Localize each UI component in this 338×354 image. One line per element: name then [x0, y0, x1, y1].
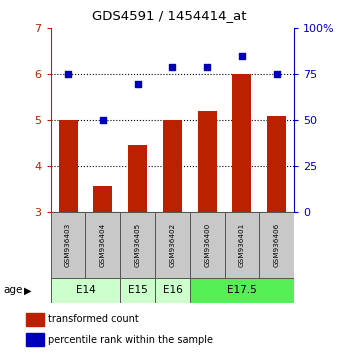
Text: GSM936406: GSM936406	[274, 223, 280, 267]
Bar	[120, 278, 155, 303]
Text: percentile rank within the sample: percentile rank within the sample	[48, 335, 213, 345]
Text: E16: E16	[163, 285, 182, 295]
Bar	[163, 120, 182, 212]
Bar	[267, 116, 286, 212]
Bar	[51, 278, 120, 303]
Bar	[120, 212, 155, 278]
Point	[170, 64, 175, 70]
Bar	[86, 212, 120, 278]
Point	[65, 72, 71, 77]
Bar	[259, 212, 294, 278]
Point	[135, 81, 140, 86]
Text: transformed count: transformed count	[48, 314, 139, 325]
Point	[204, 64, 210, 70]
Text: E17.5: E17.5	[227, 285, 257, 295]
Point	[274, 72, 280, 77]
Bar	[198, 111, 217, 212]
Text: GSM936405: GSM936405	[135, 223, 141, 267]
Bar	[51, 212, 86, 278]
Text: GSM936404: GSM936404	[100, 223, 106, 267]
Bar	[224, 212, 259, 278]
Text: E15: E15	[128, 285, 147, 295]
Bar	[155, 278, 190, 303]
Bar	[128, 145, 147, 212]
Text: GSM936402: GSM936402	[169, 223, 175, 267]
Text: GSM936400: GSM936400	[204, 223, 210, 267]
Bar	[232, 74, 251, 212]
Point	[239, 53, 245, 59]
Text: GSM936401: GSM936401	[239, 223, 245, 267]
Point	[100, 118, 105, 123]
Bar	[26, 333, 44, 346]
Text: GDS4591 / 1454414_at: GDS4591 / 1454414_at	[92, 9, 246, 22]
Text: E14: E14	[76, 285, 95, 295]
Bar	[93, 186, 113, 212]
Text: age: age	[3, 285, 23, 295]
Text: GSM936403: GSM936403	[65, 223, 71, 267]
Bar	[155, 212, 190, 278]
Bar	[58, 120, 78, 212]
Text: ▶: ▶	[24, 285, 32, 295]
Bar	[26, 313, 44, 326]
Bar	[190, 278, 294, 303]
Bar	[190, 212, 224, 278]
